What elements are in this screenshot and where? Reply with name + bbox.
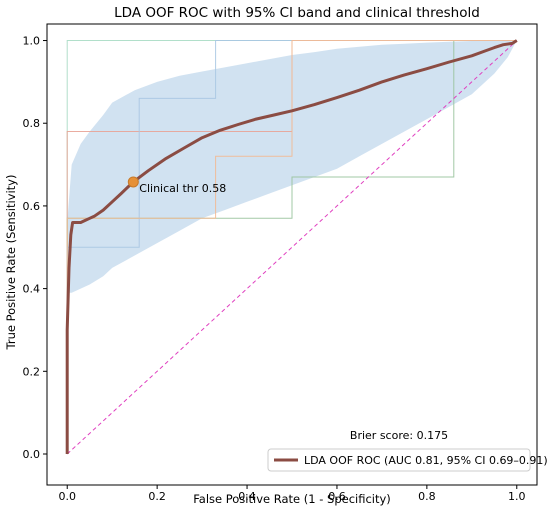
threshold-label: Clinical thr 0.58 — [139, 182, 226, 195]
roc-series-line — [65, 39, 518, 454]
y-tick-label: 0.0 — [23, 448, 41, 461]
fold-curve-5 — [66, 40, 517, 454]
axes-frame — [46, 23, 538, 486]
plot-area — [65, 39, 518, 455]
y-tick-label: 0.2 — [23, 365, 41, 378]
y-tick-label: 0.4 — [23, 283, 41, 296]
legend-entry-label: LDA OOF ROC (AUC 0.81, 95% CI 0.69–0.91) — [304, 454, 548, 467]
y-tick-label: 0.6 — [23, 200, 41, 213]
x-tick-label: 0.4 — [238, 490, 256, 503]
y-tick-label: 1.0 — [23, 35, 41, 48]
ci-band — [67, 40, 517, 293]
legend: LDA OOF ROC (AUC 0.81, 95% CI 0.69–0.91) — [267, 448, 548, 472]
x-axis: 0.0 0.2 0.4 0.6 0.8 1.0 — [58, 485, 526, 503]
fold-curve-4 — [66, 40, 517, 454]
chart-title: LDA OOF ROC with 95% CI band and clinica… — [114, 5, 480, 21]
x-tick-label: 0.6 — [328, 490, 346, 503]
x-tick-label: 0.2 — [148, 490, 166, 503]
legend-box — [267, 448, 531, 472]
chance-line — [66, 40, 518, 455]
threshold-point — [127, 176, 139, 188]
x-tick-label: 1.0 — [508, 490, 526, 503]
y-axis: 0.0 0.2 0.4 0.6 0.8 1.0 — [23, 35, 47, 461]
y-tick-label: 0.8 — [23, 117, 41, 130]
x-tick-label: 0.8 — [418, 490, 436, 503]
x-axis-label: False Positive Rate (1 - Specificity) — [193, 492, 391, 506]
x-tick-label: 0.0 — [58, 490, 76, 503]
y-axis-label: True Positive Rate (Sensitivity) — [4, 175, 18, 351]
brier-score-label: Brier score: 0.175 — [350, 429, 448, 442]
